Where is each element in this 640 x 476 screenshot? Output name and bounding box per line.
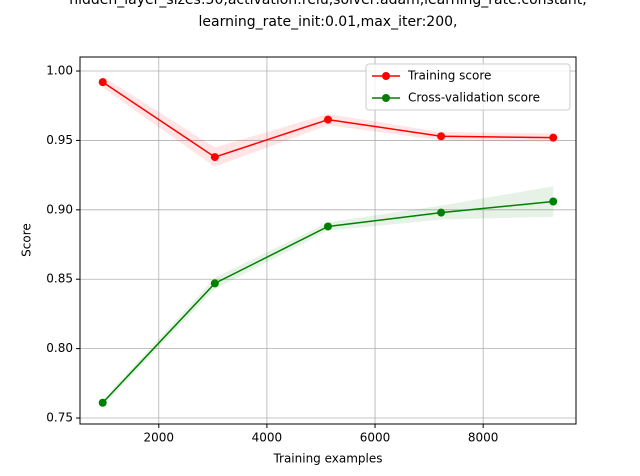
marker <box>210 153 219 162</box>
marker <box>437 132 446 141</box>
x-tick-label: 4000 <box>252 431 283 445</box>
marker <box>549 133 558 142</box>
chart-title: hidden_layer_sizes:50,activation:relu,so… <box>69 0 586 8</box>
y-tick-label: 0.80 <box>46 341 73 355</box>
y-tick-label: 0.85 <box>46 272 73 286</box>
marker <box>324 222 332 231</box>
legend-marker <box>382 94 390 102</box>
legend-marker <box>382 72 390 80</box>
y-axis-label: Score <box>20 223 34 257</box>
marker <box>210 279 219 288</box>
marker <box>549 197 558 206</box>
legend-box <box>365 63 571 111</box>
marker <box>324 115 332 124</box>
y-tick-label: 0.75 <box>46 411 73 425</box>
x-tick-label: 8000 <box>468 431 499 445</box>
marker <box>98 398 107 407</box>
x-tick-label: 6000 <box>360 431 391 445</box>
y-tick-label: 0.90 <box>46 202 73 216</box>
plot-frame <box>79 56 577 425</box>
chart-title: learning_rate_init:0.01,max_iter:200, <box>199 14 458 30</box>
y-tick-label: 1.00 <box>46 64 73 78</box>
marker <box>98 78 107 87</box>
marker <box>437 208 446 217</box>
legend-label: Cross-validation score <box>408 91 540 105</box>
x-axis-label: Training examples <box>272 452 382 466</box>
y-tick-label: 0.95 <box>46 133 73 147</box>
legend-label: Training score <box>407 69 491 83</box>
x-tick-label: 2000 <box>144 431 175 445</box>
